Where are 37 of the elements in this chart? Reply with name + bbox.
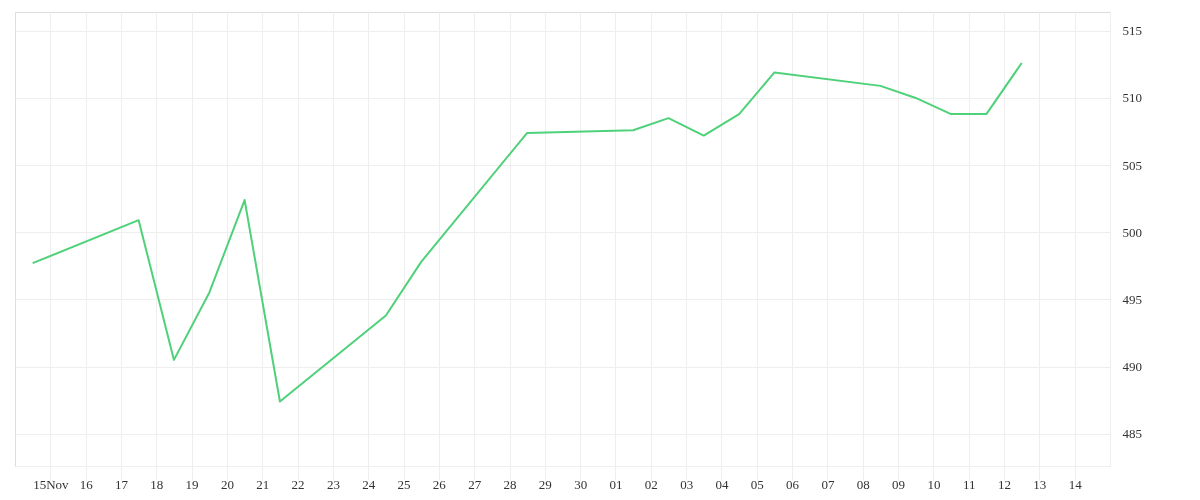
x-tick-label: 16 [79,476,94,492]
x-tick-label: 22 [291,476,305,492]
x-tick-label: 11 [962,476,976,492]
x-tick-label: 10 [927,476,941,492]
x-tick-label: 08 [856,476,870,492]
x-tick-label: 18 [150,476,164,492]
x-tick-label: 12 [998,476,1012,492]
x-tick-label: 03 [680,476,694,492]
x-tick-label: 29 [538,476,552,492]
y-tick-label: 500 [1122,224,1142,240]
x-tick-label: 05 [750,476,764,492]
x-tick-label: 20 [220,476,234,492]
x-tick-label: 15Nov [33,476,70,492]
y-tick-label: 495 [1122,291,1142,307]
x-tick-label: 01 [609,476,623,492]
x-tick-label: 26 [432,476,447,492]
x-tick-label: 09 [892,476,906,492]
x-tick-label: 14 [1068,476,1083,492]
y-tick-label: 505 [1122,157,1142,173]
x-tick-label: 06 [786,476,800,492]
x-tick-label: 13 [1033,476,1047,492]
x-tick-label: 19 [185,476,199,492]
y-tick-label: 485 [1122,426,1142,442]
x-tick-label: 04 [715,476,729,492]
x-tick-label: 27 [468,476,482,492]
x-tick-label: 28 [503,476,517,492]
x-tick-label: 23 [326,476,340,492]
y-tick-label: 490 [1122,359,1142,375]
y-tick-label: 510 [1122,90,1142,106]
x-tick-label: 21 [256,476,270,492]
x-tick-label: 02 [644,476,658,492]
x-tick-label: 17 [114,476,129,492]
y-tick-label: 515 [1122,23,1142,39]
x-tick-label: 24 [362,476,376,492]
x-tick-label: 25 [397,476,411,492]
x-tick-label: 30 [574,476,588,492]
x-tick-label: 07 [821,476,835,492]
